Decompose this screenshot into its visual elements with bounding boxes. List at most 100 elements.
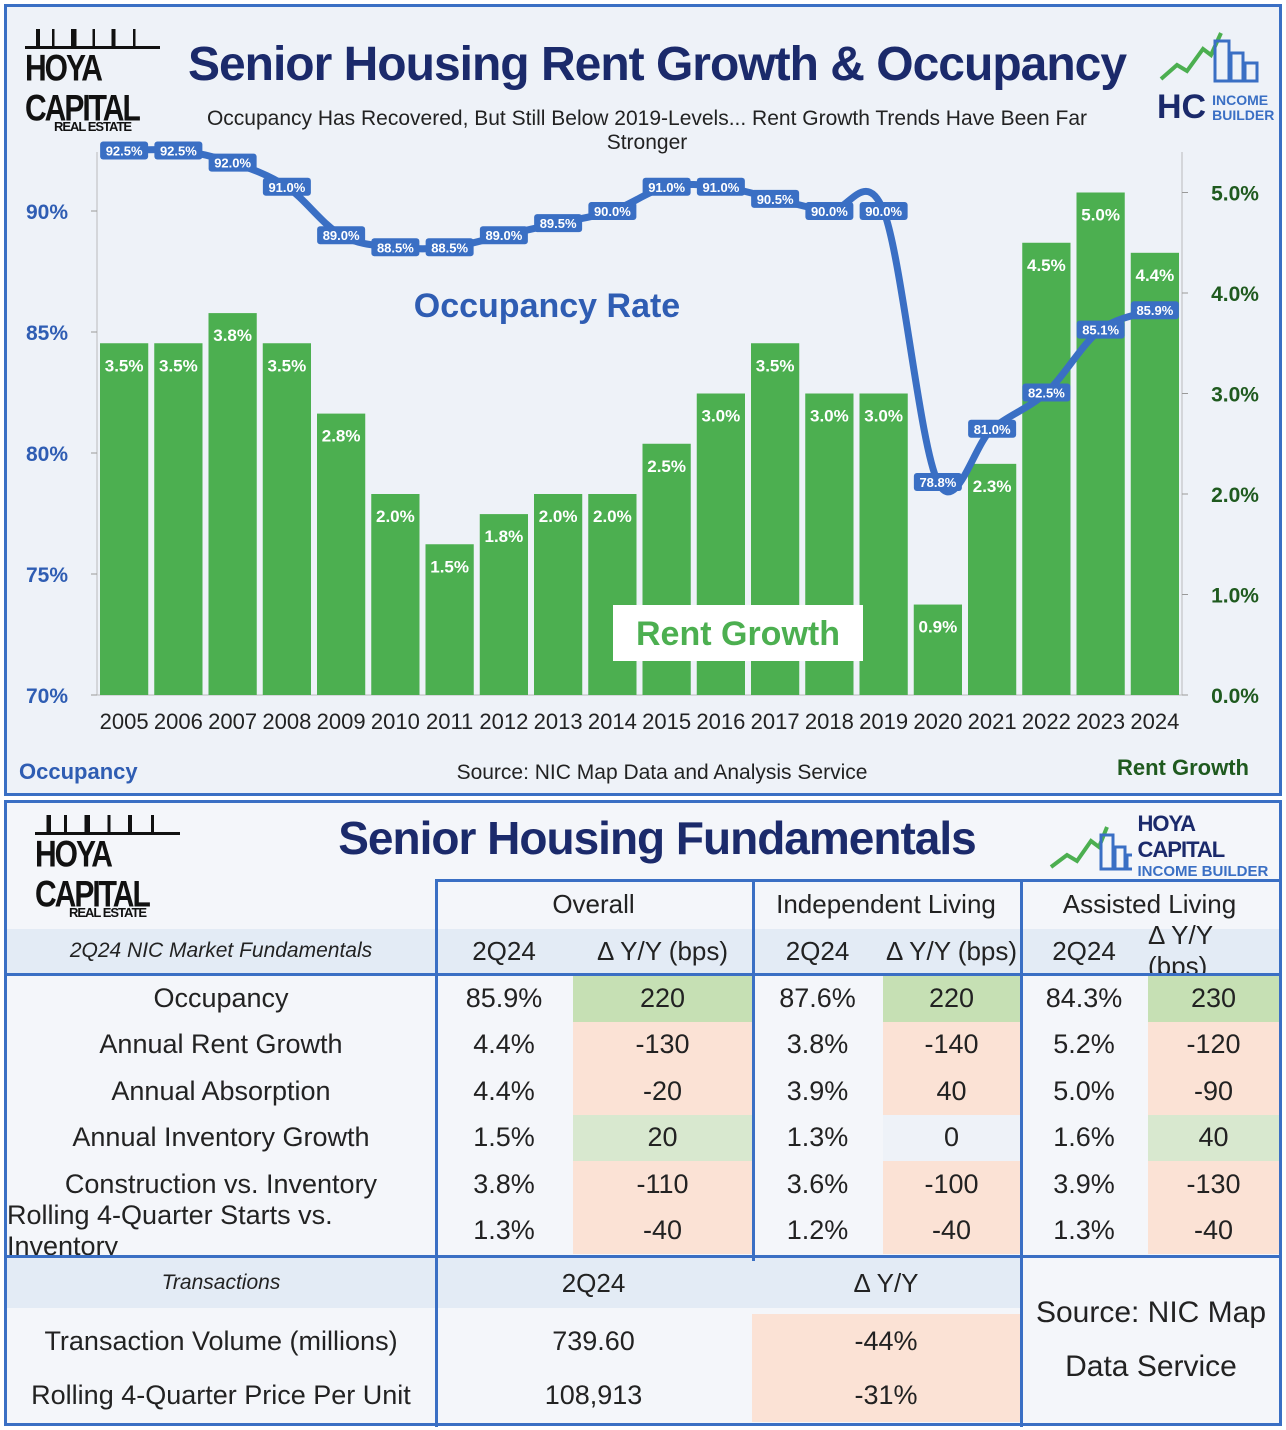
occupancy-point-label: 82.5% xyxy=(1028,386,1065,401)
hc-word-1: HOYA CAPITAL xyxy=(1137,810,1226,862)
rent-bar xyxy=(1076,192,1125,695)
metric-value-cell: 1.3% xyxy=(1053,1215,1115,1246)
rent-bar-label: 2.5% xyxy=(647,457,686,476)
metric-value-cell: 3.8% xyxy=(473,1168,535,1199)
divider-vertical xyxy=(1020,879,1023,1427)
skyline-icon xyxy=(25,29,160,49)
yoy-change-cell: 20 xyxy=(573,1114,752,1161)
occupancy-point-box xyxy=(262,177,311,196)
occupancy-point: 88.5% xyxy=(371,238,420,257)
left-tick-label: 75% xyxy=(26,564,68,587)
rent-bar-label: 1.8% xyxy=(485,527,524,546)
metric-value-cell: 5.0% xyxy=(1053,1075,1115,1106)
x-tick-label: 2013 xyxy=(534,709,583,734)
occupancy-point: 88.5% xyxy=(425,238,474,257)
occupancy-point-label: 90.0% xyxy=(865,204,902,219)
metric-row-label: Annual Absorption xyxy=(111,1075,331,1106)
hc-word-1: INCOME xyxy=(1212,91,1269,108)
rent-bar xyxy=(317,413,366,695)
header-band xyxy=(7,929,1279,973)
occupancy-point: 91.0% xyxy=(696,177,745,196)
transaction-change-cell: -31% xyxy=(752,1368,1020,1422)
skyline-icon xyxy=(35,815,180,835)
occupancy-point: 90.0% xyxy=(805,202,854,220)
group-header: Assisted Living xyxy=(1062,888,1237,919)
divider-horizontal xyxy=(7,1255,1279,1258)
rent-bar xyxy=(1022,242,1071,695)
metric-value-cell: 3.9% xyxy=(786,1075,849,1106)
metric-value-cell: 3.9% xyxy=(1053,1168,1115,1199)
occupancy-point-box xyxy=(154,141,203,160)
transactions-header-band xyxy=(7,1258,1020,1308)
column-header: Δ Y/Y (bps) xyxy=(885,935,1018,966)
occupancy-point-box xyxy=(371,238,420,257)
column-header: 2Q24 xyxy=(1052,935,1116,966)
fundamentals-panel: HOYA CAPITAL REAL ESTATE Senior Housing … xyxy=(4,800,1282,1427)
occupancy-point: 85.9% xyxy=(1130,301,1179,320)
logo-sub: REAL ESTATE xyxy=(53,119,132,134)
rent-bar xyxy=(100,343,149,695)
rent-bar-label: 2.0% xyxy=(539,507,578,526)
hc-word-2: INCOME BUILDER xyxy=(1137,862,1269,880)
occupancy-point: 92.0% xyxy=(208,153,257,172)
column-header: Δ Y/Y (bps) xyxy=(596,935,729,966)
yoy-change-cell: -90 xyxy=(1148,1068,1279,1115)
occupancy-point: 89.0% xyxy=(317,226,366,245)
occupancy-point-box xyxy=(696,177,745,196)
yoy-change-cell: 40 xyxy=(1148,1114,1279,1161)
chart-subtitle: Occupancy Has Recovered, But Still Below… xyxy=(206,107,1088,154)
right-tick-label: 2.0% xyxy=(1211,484,1259,507)
occupancy-point-box xyxy=(425,238,474,257)
occupancy-point-label: 92.5% xyxy=(160,144,197,159)
group-header: Independent Living xyxy=(776,888,996,919)
left-tick-label: 90% xyxy=(26,201,68,224)
occupancy-axis-title: Occupancy xyxy=(19,759,138,784)
metric-value-cell: 5.2% xyxy=(1053,1029,1115,1060)
rent-series-label: Rent Growth xyxy=(636,615,840,653)
x-tick-label: 2016 xyxy=(696,709,745,734)
occupancy-point-label: 78.8% xyxy=(919,475,956,490)
metric-value-cell: 87.6% xyxy=(779,982,856,1013)
occupancy-point-label: 89.0% xyxy=(485,228,522,243)
x-tick-label: 2017 xyxy=(751,709,800,734)
rent-bar xyxy=(1130,252,1179,696)
rent-bar xyxy=(588,494,637,695)
rent-bar xyxy=(262,343,311,695)
yoy-change-cell: -140 xyxy=(883,1021,1020,1068)
x-tick-label: 2014 xyxy=(588,709,637,734)
yoy-change-cell: 220 xyxy=(883,975,1020,1022)
rent-bar xyxy=(208,313,257,695)
rent-bar-label: 4.5% xyxy=(1027,256,1066,275)
right-tick-label: 5.0% xyxy=(1211,183,1259,206)
yoy-change-cell: 230 xyxy=(1148,975,1279,1022)
occupancy-point-box xyxy=(859,202,908,220)
yoy-change-cell: -130 xyxy=(1148,1161,1279,1208)
rent-bar-label: 5.0% xyxy=(1081,206,1120,225)
rent-growth-axis-title: Rent Growth xyxy=(1117,755,1249,780)
rent-bar-label: 3.5% xyxy=(105,356,144,375)
rent-bar-label: 3.5% xyxy=(756,356,795,375)
yoy-change-cell: -110 xyxy=(573,1161,752,1208)
x-tick-label: 2010 xyxy=(371,709,420,734)
x-tick-label: 2022 xyxy=(1022,709,1071,734)
x-tick-label: 2006 xyxy=(154,709,203,734)
income-builder-logo-table: HOYA CAPITAL INCOME BUILDER xyxy=(1047,811,1277,880)
metric-value-cell: 1.3% xyxy=(473,1215,535,1246)
metric-row-label: Annual Inventory Growth xyxy=(72,1122,370,1153)
metric-value-cell: 85.9% xyxy=(465,982,543,1013)
occupancy-point-label: 92.5% xyxy=(106,144,143,159)
row-header-label: 2Q24 NIC Market Fundamentals xyxy=(69,939,373,962)
yoy-change-cell: -100 xyxy=(883,1161,1020,1208)
yoy-change-cell: -40 xyxy=(1148,1207,1279,1254)
divider-vertical xyxy=(752,879,755,1261)
left-tick-label: 85% xyxy=(26,322,68,345)
occupancy-point-label: 90.5% xyxy=(757,192,794,207)
occupancy-point: 91.0% xyxy=(262,177,311,196)
rent-bar xyxy=(425,544,474,695)
transaction-row-label: Rolling 4-Quarter Price Per Unit xyxy=(31,1379,411,1410)
hc-words: INCOME BUILDER xyxy=(1212,91,1274,123)
occupancy-point-label: 89.0% xyxy=(323,228,360,243)
x-tick-label: 2008 xyxy=(262,709,311,734)
logo-name: HOYA CAPITAL xyxy=(35,833,151,915)
x-tick-label: 2009 xyxy=(317,709,366,734)
